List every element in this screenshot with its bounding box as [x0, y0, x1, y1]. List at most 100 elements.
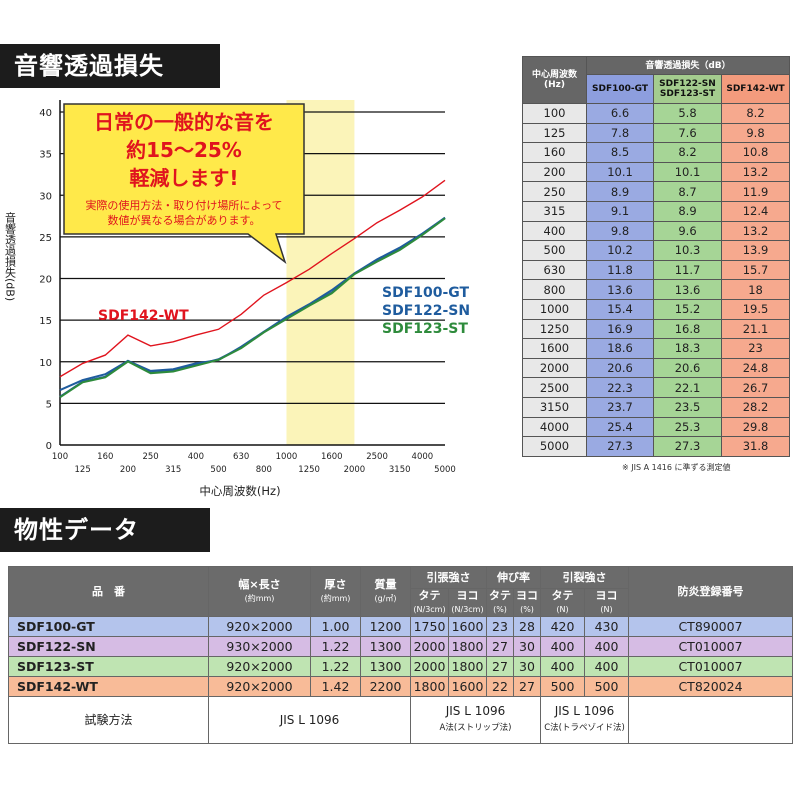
stl-value: 24.8 — [720, 357, 791, 379]
header-elong-yoko: ヨコ (%) — [513, 588, 541, 617]
prop-row-sdf123-st: SDF123-ST 920×2000 1.22 1300 2000 1800 27 30 400… — [8, 656, 793, 677]
prop-value: 23 — [486, 616, 514, 637]
prop-value: 430 — [584, 616, 629, 637]
x-tick-label: 630 — [233, 452, 249, 462]
label-tate: タテ — [489, 589, 511, 602]
label-tate: タテ — [551, 589, 574, 602]
y-tick-label: 30 — [39, 191, 52, 202]
stl-row: 125 7.8 7.6 9.8 — [522, 122, 791, 144]
prop-value: 28 — [513, 616, 541, 637]
test-method-jis1: JIS L 1096 — [208, 696, 411, 744]
x-tick-label: 3150 — [389, 465, 411, 475]
test-method-fire — [628, 696, 793, 744]
prop-value: 920×2000 — [208, 656, 311, 677]
stl-row: 315 9.1 8.9 12.4 — [522, 200, 791, 222]
stl-row: 400 9.8 9.6 13.2 — [522, 220, 791, 242]
prop-value: CT010007 — [628, 656, 793, 677]
stl-value: 18 — [720, 279, 791, 300]
stl-value: 25.4 — [586, 416, 654, 438]
stl-value: 9.8 — [720, 122, 791, 144]
y-tick-label: 5 — [46, 399, 52, 410]
stl-value: 13.6 — [586, 279, 654, 300]
stl-value: 16.9 — [586, 318, 654, 340]
y-tick-label: 25 — [39, 233, 52, 244]
stl-value: 15.2 — [653, 298, 722, 320]
stl-row: 2500 22.3 22.1 26.7 — [522, 377, 791, 398]
callout-text: 日常の一般的な音を 約15～25% 軽減します! 実際の使用方法・取り付け場所に… — [66, 108, 302, 228]
stl-value: 15.7 — [720, 259, 791, 281]
legend-sdf122-sn: SDF122-SN — [382, 303, 470, 319]
stl-row: 1600 18.6 18.3 23 — [522, 338, 791, 359]
test-jis3-sub: C法(トラペゾイド法) — [544, 723, 625, 733]
stl-value: 25.3 — [653, 416, 722, 438]
stl-value: 10.3 — [653, 240, 722, 261]
header-size-unit: (約mm) — [244, 594, 275, 603]
stl-row: 5000 27.3 27.3 31.8 — [522, 436, 791, 457]
prop-value: 1750 — [410, 616, 449, 637]
test-jis3-label: JIS L 1096 — [554, 704, 615, 718]
header-sdf122-sn: SDF122-SN — [659, 79, 716, 89]
header-weight: 質量 (g/㎡) — [360, 566, 411, 617]
stl-frequency: 250 — [522, 181, 587, 202]
unit-elong: (%) — [520, 605, 534, 614]
header-sound-loss: 音響透過損失（dB） — [585, 56, 791, 75]
stl-value: 31.8 — [720, 436, 791, 457]
prop-value: 30 — [513, 636, 541, 657]
stl-value: 5.8 — [653, 103, 722, 124]
header-tensile-tate: タテ (N/3cm) — [410, 588, 449, 617]
prop-value: 1.00 — [310, 616, 361, 637]
test-method-label: 試験方法 — [8, 696, 209, 744]
stl-frequency: 800 — [522, 279, 587, 300]
header-tensile-yoko: ヨコ (N/3cm) — [448, 588, 487, 617]
prop-product-name: SDF123-ST — [8, 656, 209, 677]
stl-value: 10.1 — [586, 161, 654, 183]
stl-value: 23.7 — [586, 396, 654, 418]
legend-sdf142-wt: SDF142-WT — [98, 308, 189, 324]
y-tick-label: 10 — [39, 358, 52, 369]
x-tick-label: 1000 — [276, 452, 298, 462]
callout-note-2: 数値が異なる場合があります。 — [107, 214, 261, 227]
callout-note-1: 実際の使用方法・取り付け場所によって — [85, 199, 283, 212]
x-tick-label: 160 — [97, 452, 113, 462]
prop-value: 400 — [540, 636, 585, 657]
stl-value: 20.6 — [586, 357, 654, 379]
stl-value: 7.6 — [653, 122, 722, 144]
stl-frequency: 500 — [522, 240, 587, 261]
unit-tear: (N) — [556, 605, 569, 614]
series-line-sdf123-st — [59, 217, 446, 399]
stl-frequency: 125 — [522, 122, 587, 144]
header-product: 品 番 — [8, 566, 209, 617]
label-yoko: ヨコ — [516, 589, 538, 602]
stl-row: 500 10.2 10.3 13.9 — [522, 240, 791, 261]
test-method-row: 試験方法 JIS L 1096 JIS L 1096 A法(ストリップ法) JI… — [8, 696, 793, 744]
stl-frequency: 4000 — [522, 416, 587, 438]
stl-value: 18.6 — [586, 338, 654, 359]
header-sdf122-123: SDF122-SN SDF123-ST — [653, 74, 722, 104]
test-method-jis3: JIS L 1096 C法(トラペゾイド法) — [540, 696, 629, 744]
stl-value: 12.4 — [720, 200, 791, 222]
stl-value: 18.3 — [653, 338, 722, 359]
stl-frequency: 200 — [522, 161, 587, 183]
prop-value: 27 — [513, 676, 541, 697]
label-tate: タテ — [418, 589, 441, 602]
sound-loss-table: 中心周波数(Hz) 音響透過損失（dB） SDF100-GT SDF122-SN… — [522, 56, 791, 457]
x-tick-label: 2000 — [344, 465, 366, 475]
stl-value: 8.5 — [586, 142, 654, 163]
stl-value: 23.5 — [653, 396, 722, 418]
header-size-label: 幅×長さ — [238, 578, 281, 591]
stl-frequency: 1600 — [522, 338, 587, 359]
stl-value: 9.1 — [586, 200, 654, 222]
callout-note: 実際の使用方法・取り付け場所によって 数値が異なる場合があります。 — [66, 198, 302, 228]
stl-value: 26.7 — [720, 377, 791, 398]
prop-product-name: SDF142-WT — [8, 676, 209, 697]
measurement-note: ※ JIS A 1416 に準ずる測定値 — [622, 463, 731, 472]
series-line-sdf142-wt — [59, 179, 446, 378]
stl-value: 13.2 — [720, 220, 791, 242]
y-tick-label: 15 — [39, 316, 52, 327]
header-elong-tate: タテ (%) — [486, 588, 514, 617]
stl-value: 7.8 — [586, 122, 654, 144]
stl-value: 9.8 — [586, 220, 654, 242]
y-tick-label: 20 — [39, 275, 52, 286]
y-axis-title: 音響透過損失(dB) — [4, 211, 17, 301]
properties-table: 品 番 幅×長さ (約mm) 厚さ (約mm) 質量 (g/㎡) 引張強さ 伸び… — [8, 566, 793, 744]
